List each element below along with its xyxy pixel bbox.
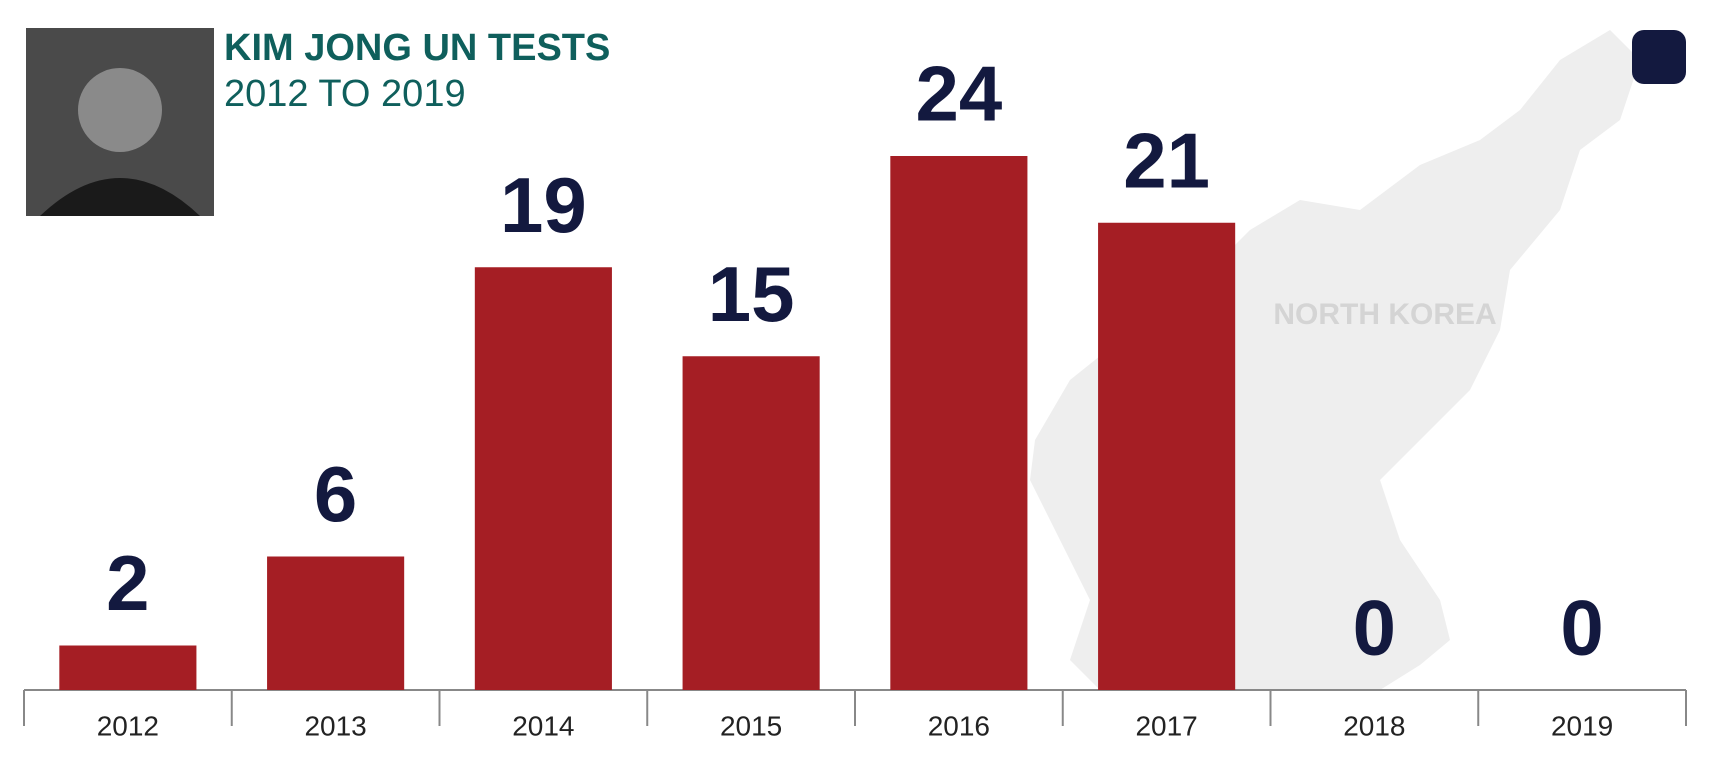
value-label: 2 — [106, 539, 149, 627]
chart-subtitle: 2012 TO 2019 — [224, 73, 466, 115]
value-label: 24 — [915, 50, 1002, 138]
x-tick-label: 2019 — [1551, 710, 1613, 741]
x-tick-label: 2016 — [928, 710, 990, 741]
x-tick-label: 2012 — [97, 710, 159, 741]
map-label: NORTH KOREA — [1273, 298, 1496, 331]
bar — [59, 645, 197, 690]
bar — [890, 156, 1028, 690]
portrait-face — [78, 68, 162, 152]
value-label: 21 — [1123, 116, 1210, 204]
bar — [267, 556, 405, 690]
value-label: 19 — [500, 161, 587, 249]
x-tick-label: 2017 — [1135, 710, 1197, 741]
portrait-body — [40, 178, 200, 216]
x-tick-label: 2015 — [720, 710, 782, 741]
x-tick-label: 2018 — [1343, 710, 1405, 741]
value-label: 0 — [1353, 584, 1396, 672]
value-label: 0 — [1560, 584, 1603, 672]
bar — [682, 356, 820, 690]
bar — [1098, 222, 1236, 690]
logo — [1632, 30, 1686, 84]
bar — [474, 267, 612, 690]
chart-title: KIM JONG UN TESTS — [224, 27, 610, 69]
value-label: 6 — [314, 450, 357, 538]
x-tick-label: 2013 — [304, 710, 366, 741]
value-label: 15 — [708, 250, 795, 338]
plot-area: 2012 2 2013 6 2014 19 2015 15 2016 24 2017 21 2018 0 2… — [23, 50, 1687, 741]
x-tick-label: 2014 — [512, 710, 574, 741]
